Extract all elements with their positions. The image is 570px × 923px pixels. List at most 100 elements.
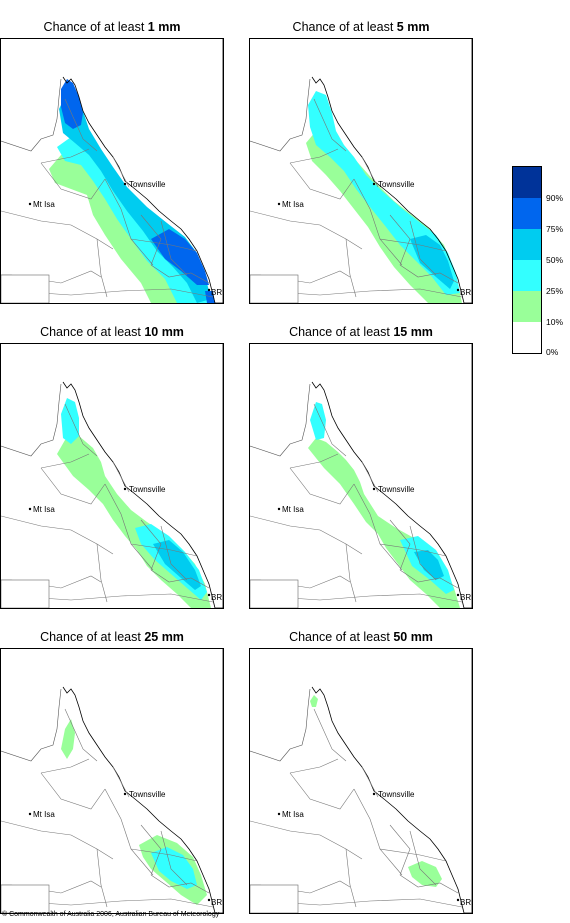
queensland-map: Townsville Mt Isa BRIS (250, 649, 472, 913)
coastline (62, 649, 223, 913)
townsville-marker (123, 487, 127, 491)
district-border (409, 525, 437, 581)
townsville-marker (123, 182, 127, 186)
district-border (104, 178, 154, 266)
brisbane-marker (456, 898, 460, 902)
probability-region (151, 847, 197, 889)
townsville-label: Townsville (378, 790, 415, 799)
probability-region (410, 235, 454, 289)
district-border (345, 543, 357, 603)
panel-title: Chance of at least 5 mm (292, 20, 430, 34)
district-border (259, 288, 463, 298)
district-border (96, 848, 108, 908)
district-border (361, 461, 379, 493)
district-border (112, 156, 130, 188)
district-border (345, 848, 357, 908)
district-border (353, 788, 403, 876)
brisbane-marker (456, 288, 460, 292)
district-border (130, 543, 198, 557)
district-border (150, 569, 210, 589)
district-border (40, 148, 90, 164)
coastline (311, 649, 472, 913)
probability-region (61, 79, 215, 303)
townsville-marker (123, 792, 127, 796)
inset-box (250, 274, 299, 303)
mt-isa-label: Mt Isa (282, 200, 304, 209)
gulf-coastline (250, 78, 311, 152)
district-border (409, 220, 437, 276)
mt-isa-label: Mt Isa (33, 200, 55, 209)
gulf-coastline (250, 383, 311, 457)
probability-legend: 90% 75% 50% 25% 10% 0% (512, 166, 570, 357)
mt-isa-label: Mt Isa (33, 505, 55, 514)
mt-isa-marker (28, 202, 32, 206)
inset-box (1, 274, 50, 303)
district-border (289, 467, 355, 505)
district-border (313, 98, 347, 152)
district-border (289, 758, 339, 774)
district-border (64, 708, 98, 762)
coastline (62, 39, 223, 303)
mt-isa-label: Mt Isa (33, 810, 55, 819)
district-border (353, 178, 403, 266)
brisbane-marker (207, 898, 211, 902)
legend-tick-label: 50% (546, 255, 564, 265)
townsville-marker (372, 792, 376, 796)
copyright-notice: © Commonwealth of Australia 2006, Austra… (2, 911, 220, 918)
legend-tick-label: 10% (546, 317, 564, 327)
coastline (311, 39, 472, 303)
mt-isa-marker (277, 812, 281, 816)
district-border (112, 766, 130, 798)
brisbane-marker (207, 593, 211, 597)
district-border (130, 238, 198, 252)
queensland-map: Townsville Mt Isa BRIS (1, 39, 223, 303)
probability-region (310, 402, 454, 594)
brisbane-marker (456, 593, 460, 597)
district-border (409, 830, 437, 886)
district-border (345, 238, 357, 298)
legend-colorbar (512, 166, 542, 354)
district-border (160, 220, 188, 276)
district-border (40, 467, 106, 505)
district-border (140, 824, 162, 876)
townsville-label: Townsville (378, 180, 415, 189)
district-border (150, 264, 210, 284)
district-border (10, 593, 214, 603)
district-border (259, 593, 463, 603)
brisbane-label: BRIS (211, 288, 223, 297)
queensland-map: Townsville Mt Isa BRIS (1, 649, 223, 913)
coastline (311, 344, 472, 608)
panel-title: Chance of at least 10 mm (40, 325, 184, 339)
queensland-map: Townsville Mt Isa BRIS (250, 39, 472, 303)
district-border (313, 403, 347, 457)
gulf-coastline (1, 688, 62, 762)
townsville-label: Townsville (129, 485, 166, 494)
legend-tick-label: 75% (546, 224, 564, 234)
map-frame: Townsville Mt Isa BRIS (249, 38, 473, 304)
mt-isa-marker (277, 202, 281, 206)
district-border (40, 162, 106, 200)
district-border (289, 162, 355, 200)
district-border (379, 848, 447, 862)
brisbane-label: BRIS (211, 898, 223, 907)
inset-box (250, 884, 299, 913)
district-border (1, 820, 114, 860)
district-border (112, 461, 130, 493)
gulf-coastline (1, 383, 62, 457)
district-border (40, 758, 90, 774)
map-frame: Townsville Mt Isa BRIS (0, 648, 224, 914)
district-border (10, 288, 214, 298)
inset-box (1, 884, 50, 913)
brisbane-label: BRIS (211, 593, 223, 602)
district-border (64, 403, 98, 457)
district-border (140, 519, 162, 571)
legend-tick-label: 0% (546, 347, 559, 357)
mt-isa-marker (28, 507, 32, 511)
district-border (289, 772, 355, 810)
panel-title: Chance of at least 25 mm (40, 630, 184, 644)
gulf-coastline (1, 78, 62, 152)
district-border (250, 210, 363, 250)
panel-title: Chance of at least 15 mm (289, 325, 433, 339)
district-border (399, 874, 459, 894)
mt-isa-label: Mt Isa (282, 810, 304, 819)
